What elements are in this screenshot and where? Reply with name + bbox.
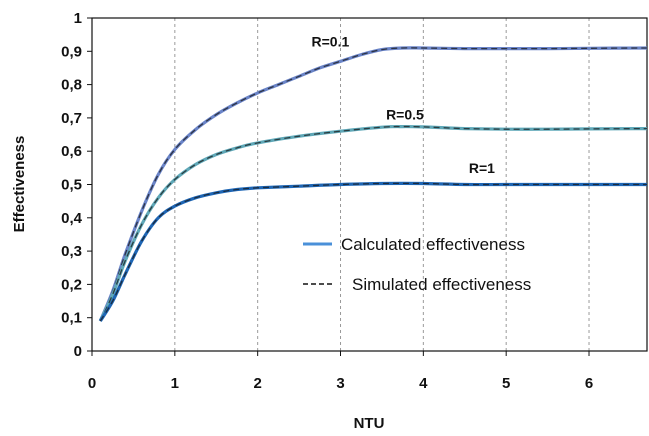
legend-simulated-label: Simulated effectiveness <box>352 275 531 294</box>
y-tick-label-5: 0,5 <box>61 177 82 194</box>
y-tick-label-6: 0,6 <box>61 143 82 160</box>
x-tick-label-2: 2 <box>253 375 261 392</box>
y-tick-label-7: 0,7 <box>61 110 82 127</box>
series-label-1: R=0.5 <box>386 107 424 123</box>
y-tick-label-1: 0,1 <box>61 310 82 327</box>
y-tick-label-4: 0,4 <box>61 210 83 227</box>
y-tick-label-3: 0,3 <box>61 243 82 260</box>
x-tick-label-0: 0 <box>88 375 96 392</box>
series-annotations: R=0.1 R=0.5 R=1 <box>312 33 496 176</box>
x-tick-label-3: 3 <box>336 375 344 392</box>
vertical-gridlines <box>174 18 590 351</box>
series-label-2: R=1 <box>469 160 495 176</box>
y-tick-label-2: 0,2 <box>61 276 82 293</box>
x-tick-label-1: 1 <box>171 375 179 392</box>
y-tick-label-10: 1 <box>74 10 82 27</box>
simulated-line-r1 <box>99 182 647 322</box>
simulated-line-r01 <box>99 47 648 322</box>
x-axis-ticks: 0 1 2 3 4 5 6 <box>88 351 593 392</box>
y-tick-label-9: 0,9 <box>61 43 82 60</box>
x-tick-label-5: 5 <box>502 375 510 392</box>
y-tick-label-0: 0 <box>74 343 82 360</box>
y-axis-ticks: 0 0,1 0,2 0,3 0,4 0,5 0,6 0,7 0,8 0,9 1 <box>61 10 92 360</box>
x-axis-label: NTU <box>354 415 385 432</box>
legend: Calculated effectiveness Simulated effec… <box>303 235 531 294</box>
x-tick-label-4: 4 <box>419 375 428 392</box>
series-lines <box>98 46 648 322</box>
series-label-0: R=0.1 <box>312 33 350 49</box>
legend-calculated-label: Calculated effectiveness <box>341 235 525 254</box>
x-tick-label-6: 6 <box>585 375 593 392</box>
simulated-line-r05 <box>99 125 648 322</box>
y-tick-label-8: 0,8 <box>61 77 82 94</box>
y-axis-label: Effectiveness <box>11 136 28 233</box>
